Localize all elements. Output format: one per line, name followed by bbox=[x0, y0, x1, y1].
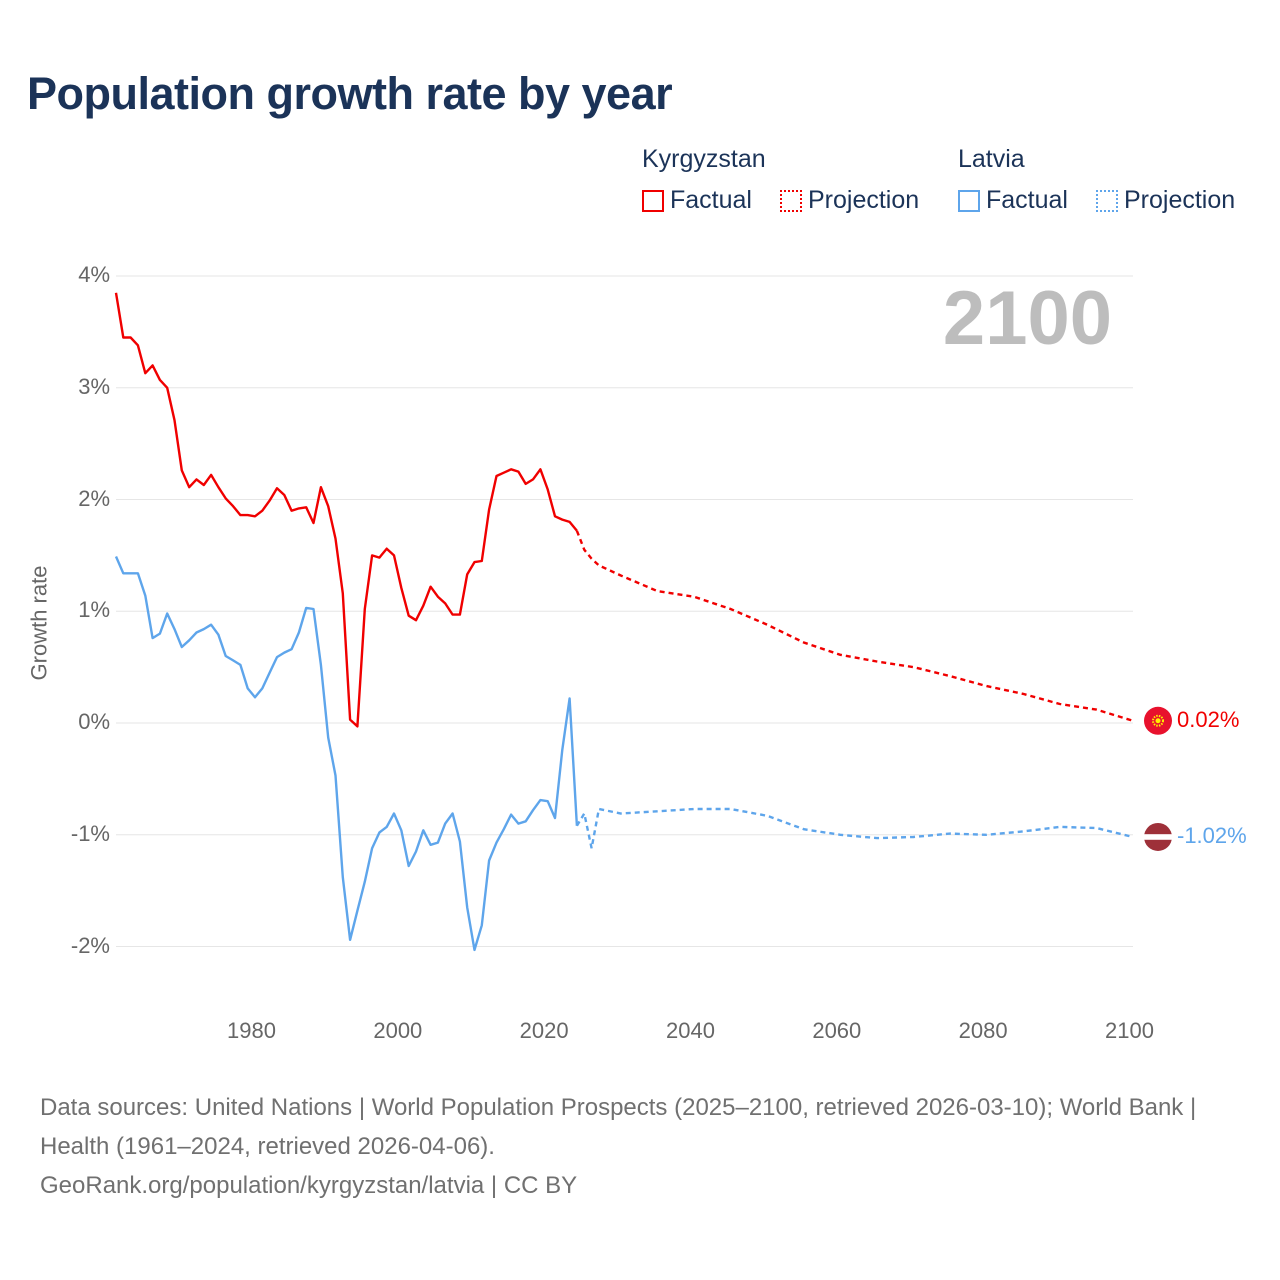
legend-label: Factual bbox=[986, 186, 1068, 214]
y-tick-label: 4% bbox=[78, 262, 110, 287]
credit-link[interactable]: GeoRank.org/population/kyrgyzstan/latvia… bbox=[40, 1172, 578, 1199]
series-line-kyrgyzstan-factual bbox=[114, 292, 578, 728]
x-tick-label: 2100 bbox=[1105, 1018, 1154, 1043]
series-line-latvia-projection bbox=[575, 807, 1134, 849]
y-axis-label: Growth rate bbox=[26, 565, 52, 681]
footer: Data sources: United Nations | World Pop… bbox=[40, 1088, 1240, 1205]
current-year-label: 2100 bbox=[942, 276, 1112, 361]
y-tick-label: 0% bbox=[78, 709, 110, 734]
end-value-label: -1.02% bbox=[1177, 822, 1247, 848]
legend-label: Factual bbox=[670, 186, 752, 214]
legend-swatch-dotted bbox=[779, 189, 802, 212]
y-tick-label: 3% bbox=[78, 373, 110, 399]
x-tick-label: 2000 bbox=[373, 1018, 423, 1043]
y-tick-label: 1% bbox=[78, 597, 110, 623]
legend-swatch-dotted bbox=[1095, 189, 1118, 212]
y-tick-label: -2% bbox=[70, 932, 110, 958]
legend-label: Projection bbox=[807, 186, 920, 214]
x-tick-label: 2040 bbox=[666, 1018, 715, 1043]
x-tick-label: 2080 bbox=[958, 1018, 1008, 1043]
legend-kyrgyzstan-projection[interactable]: Projection bbox=[779, 186, 920, 215]
x-tick-label: 2060 bbox=[812, 1018, 862, 1043]
legend-latvia-factual[interactable]: Factual bbox=[958, 186, 1068, 215]
end-value-label: 0.02% bbox=[1177, 706, 1240, 732]
x-tick-label: 1980 bbox=[227, 1018, 276, 1043]
legend-kyrgyzstan: Kyrgyzstan Factual Projection bbox=[642, 145, 919, 215]
series-line-latvia-factual bbox=[114, 556, 579, 952]
y-tick-label: 2% bbox=[78, 485, 110, 511]
legend-latvia-projection[interactable]: Projection bbox=[1095, 186, 1236, 215]
legend-country-label: Kyrgyzstan bbox=[642, 145, 766, 173]
legend-latvia: Latvia Factual Projection bbox=[958, 145, 1235, 215]
page-title: Population growth rate by year bbox=[27, 68, 673, 119]
series-line-kyrgyzstan-projection bbox=[575, 530, 1134, 722]
x-tick-label: 2020 bbox=[519, 1018, 569, 1043]
flag-sun-icon bbox=[1152, 714, 1164, 727]
legend-kyrgyzstan-factual[interactable]: Factual bbox=[642, 186, 752, 215]
flag-stripe bbox=[1144, 834, 1172, 840]
legend-swatch-solid bbox=[958, 189, 980, 212]
legend-country-label: Latvia bbox=[958, 145, 1025, 173]
y-tick-label: -1% bbox=[70, 820, 110, 846]
legend-label: Projection bbox=[1123, 186, 1236, 214]
data-sources: Data sources: United Nations | World Pop… bbox=[40, 1094, 1197, 1160]
flag-sun-center bbox=[1155, 718, 1161, 724]
legend-swatch-solid bbox=[642, 189, 664, 212]
